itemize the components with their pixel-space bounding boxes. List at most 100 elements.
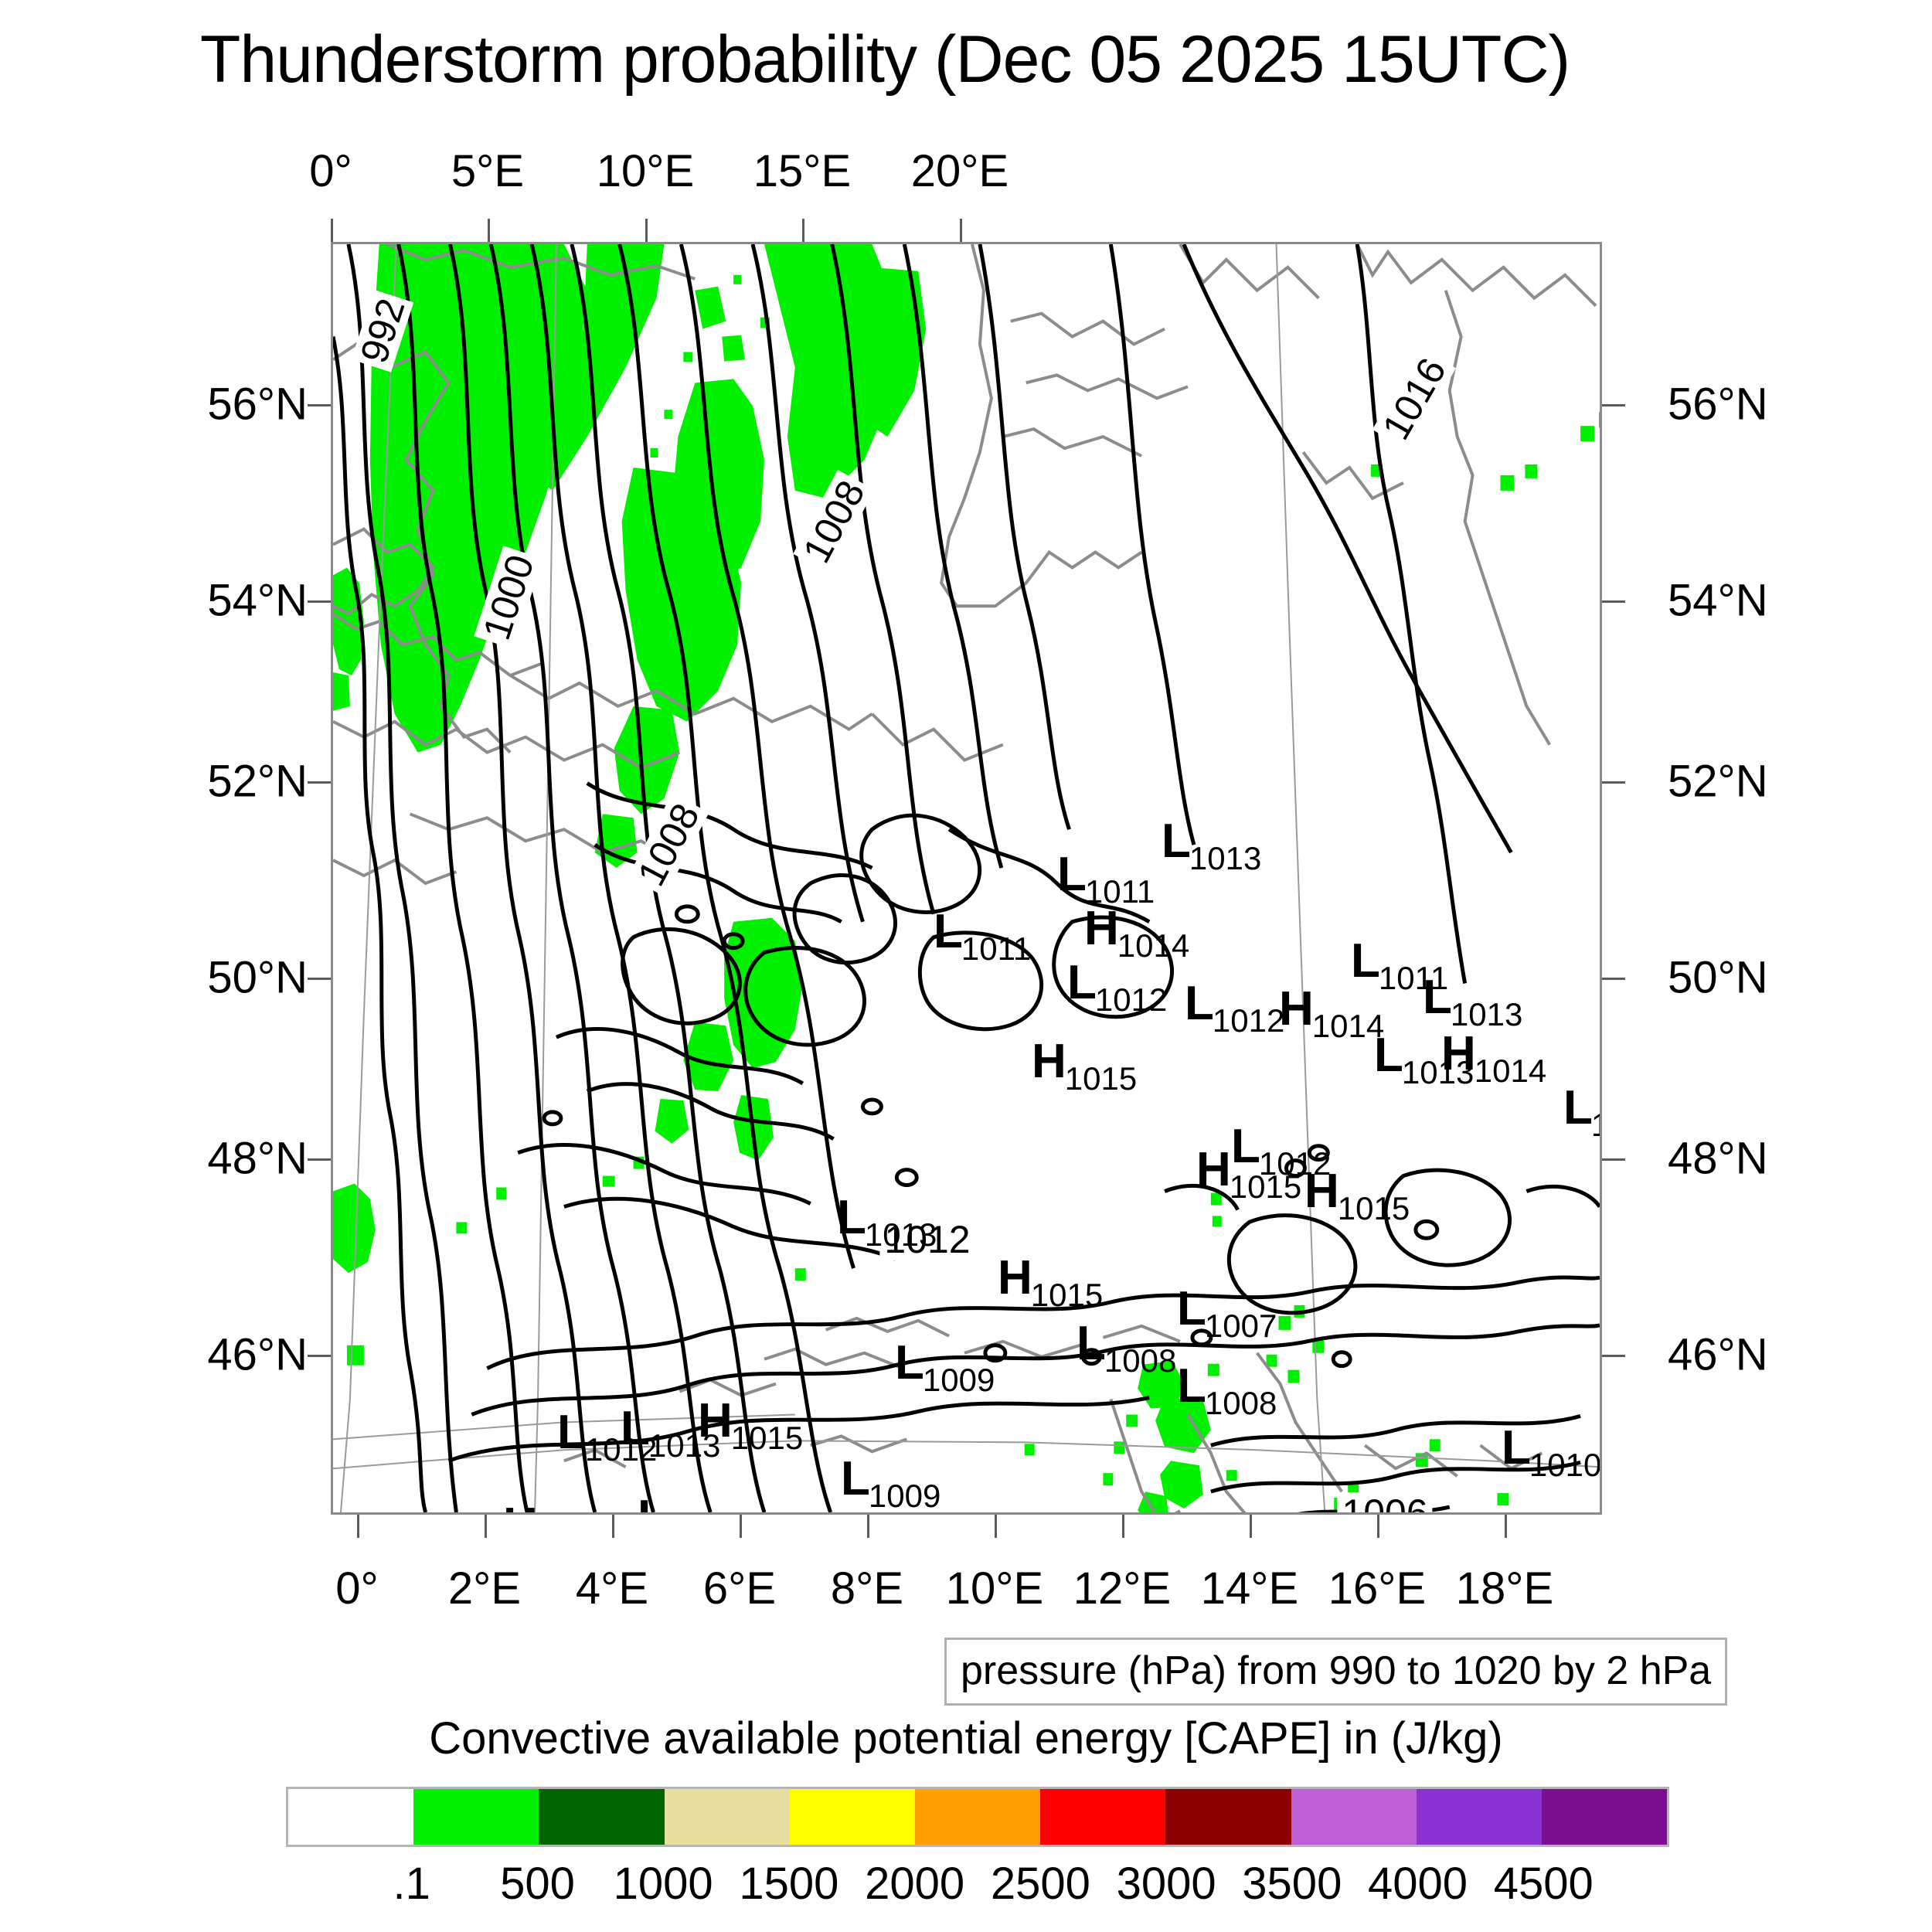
- pressure-center-l-9: L1013: [1374, 1029, 1475, 1089]
- colorbar-cell-5[interactable]: [914, 1789, 1041, 1845]
- colorbar-tick-3000: 3000: [1116, 1859, 1216, 1909]
- lat-label-right-1: 54°N: [1668, 575, 1768, 626]
- pressure-center-l-13: L1012: [1231, 1123, 1332, 1180]
- pressure-center-l-22: L1012: [557, 1409, 658, 1466]
- pressure-center-type: L: [1563, 1081, 1593, 1134]
- lat-label-right-4: 48°N: [1668, 1133, 1768, 1184]
- pressure-center-h-15: H1015: [1304, 1165, 1411, 1225]
- pressure-center-type: L: [1374, 1029, 1403, 1082]
- pressure-center-type: L: [1067, 956, 1097, 1009]
- pressure-center-value: 1014: [1474, 1053, 1547, 1089]
- lon-label-bottom-7: 14°E: [1200, 1563, 1299, 1614]
- lon-tick-bottom-5: [995, 1515, 997, 1538]
- lon-tick-bottom-3: [740, 1515, 742, 1538]
- lon-tick-bottom-4: [867, 1515, 869, 1538]
- colorbar-cell-6[interactable]: [1040, 1789, 1166, 1845]
- colorbar-cell-10[interactable]: [1541, 1789, 1668, 1845]
- lon-tick-top-4: [960, 219, 962, 242]
- cape-colorbar[interactable]: [286, 1787, 1669, 1847]
- colorbar-tick-.1: .1: [393, 1859, 430, 1909]
- colorbar-cell-7[interactable]: [1165, 1789, 1291, 1845]
- colorbar-cell-8[interactable]: [1291, 1789, 1417, 1845]
- colorbar-cell-3[interactable]: [664, 1789, 790, 1845]
- colorbar-cell-9[interactable]: [1416, 1789, 1542, 1845]
- lon-tick-bottom-6: [1122, 1515, 1124, 1538]
- pressure-center-value: 1013: [1450, 996, 1523, 1032]
- colorbar-cell-1[interactable]: [413, 1789, 539, 1845]
- pressure-center-type: L: [1502, 1421, 1531, 1475]
- pressure-center-value: 1014: [1311, 1008, 1385, 1044]
- lat-tick-left-4: [308, 1158, 331, 1161]
- pressure-center-type: H: [1304, 1165, 1339, 1218]
- pressure-center-l-25: L1010: [1502, 1421, 1600, 1481]
- pressure-center-value: 1015: [1337, 1190, 1410, 1226]
- lon-label-top-0: 0°: [309, 146, 352, 196]
- pressure-center-h-28: H: [503, 1502, 538, 1513]
- pressure-legend-note: pressure (hPa) from 990 to 1020 by 2 hPa: [944, 1638, 1728, 1706]
- colorbar-title: Convective available potential energy [C…: [429, 1713, 1503, 1764]
- lon-label-bottom-6: 12°E: [1073, 1563, 1172, 1614]
- pressure-center-type: L: [1177, 1359, 1206, 1413]
- lon-tick-bottom-2: [612, 1515, 614, 1538]
- lat-tick-right-1: [1602, 600, 1625, 603]
- pressure-center-value: 10: [1591, 1107, 1600, 1143]
- pressure-center-type: L: [1057, 848, 1087, 901]
- pressure-center-l-1: L1011: [1057, 848, 1156, 908]
- lat-tick-right-2: [1602, 781, 1625, 784]
- pressure-center-type: L: [1162, 815, 1191, 868]
- lat-tick-left-1: [308, 600, 331, 603]
- lon-tick-bottom-8: [1377, 1515, 1379, 1538]
- pressure-center-l-23: L1013: [621, 1402, 722, 1462]
- pressure-center-value: 1011: [1378, 960, 1449, 996]
- pressure-center-value: 1012: [1258, 1145, 1332, 1182]
- pressure-center-value: 1013: [1189, 840, 1262, 876]
- pressure-center-h-17: H1015: [998, 1254, 1104, 1311]
- pressure-center-type: H: [503, 1498, 538, 1513]
- pressure-center-type: L: [841, 1452, 870, 1505]
- lat-label-right-0: 56°N: [1668, 379, 1768, 430]
- colorbar-tick-500: 500: [500, 1859, 575, 1909]
- lat-label-right-2: 52°N: [1668, 756, 1768, 807]
- pressure-center-type: L: [638, 1491, 667, 1513]
- pressure-center-value: 1013: [864, 1216, 937, 1253]
- lat-tick-right-5: [1602, 1355, 1625, 1357]
- pressure-center-value: 1015: [1229, 1168, 1302, 1205]
- lon-label-bottom-0: 0°: [335, 1563, 379, 1614]
- lon-label-bottom-2: 4°E: [575, 1563, 649, 1614]
- lat-label-left-4: 48°N: [207, 1133, 308, 1184]
- colorbar-cell-4[interactable]: [789, 1789, 915, 1845]
- pressure-center-type: L: [934, 905, 963, 958]
- isobar-layer: [333, 244, 1600, 1512]
- pressure-center-type: H: [1084, 902, 1119, 955]
- pressure-center-value: 1012: [1212, 1002, 1285, 1039]
- pressure-center-type: L: [621, 1402, 650, 1455]
- pressure-center-value: 1011: [1084, 873, 1155, 910]
- pressure-center-l-18: L1007: [1177, 1285, 1278, 1342]
- colorbar-cell-0[interactable]: [288, 1789, 414, 1845]
- colorbar-cell-2[interactable]: [539, 1789, 665, 1845]
- lat-tick-left-3: [308, 978, 331, 980]
- pressure-center-type: H: [1196, 1143, 1231, 1196]
- lon-label-bottom-9: 18°E: [1455, 1563, 1554, 1614]
- pressure-center-value: 1011: [961, 930, 1032, 967]
- pressure-center-type: L: [1351, 934, 1380, 988]
- pressure-center-l-5: L1012: [1185, 980, 1286, 1037]
- pressure-center-value: 1015: [1064, 1060, 1138, 1097]
- page-title: Thunderstorm probability (Dec 05 2025 15…: [199, 22, 1570, 97]
- map-plot-area[interactable]: 992 1000 1008 1008 1016 1012 1006 L1013 L1011 L1…: [331, 242, 1602, 1515]
- pressure-center-h-24: H1015: [698, 1397, 804, 1454]
- pressure-center-value: 1009: [922, 1362, 995, 1398]
- colorbar-tick-4500: 4500: [1493, 1859, 1594, 1909]
- lat-label-right-3: 50°N: [1668, 952, 1768, 1003]
- lon-label-top-4: 20°E: [910, 146, 1009, 196]
- pressure-center-value: 1013: [648, 1427, 721, 1464]
- pressure-center-l-7: L1011: [1351, 934, 1450, 995]
- lat-label-left-0: 56°N: [207, 379, 308, 430]
- cape-shading-layer: [333, 244, 1600, 1512]
- colorbar-tick-1000: 1000: [613, 1859, 713, 1909]
- lon-label-bottom-4: 8°E: [830, 1563, 904, 1614]
- pressure-center-value: 1012: [1094, 981, 1168, 1018]
- map-canvas: [333, 244, 1600, 1512]
- pressure-center-value: 1008: [1104, 1342, 1177, 1379]
- lon-label-top-3: 15°E: [753, 146, 852, 196]
